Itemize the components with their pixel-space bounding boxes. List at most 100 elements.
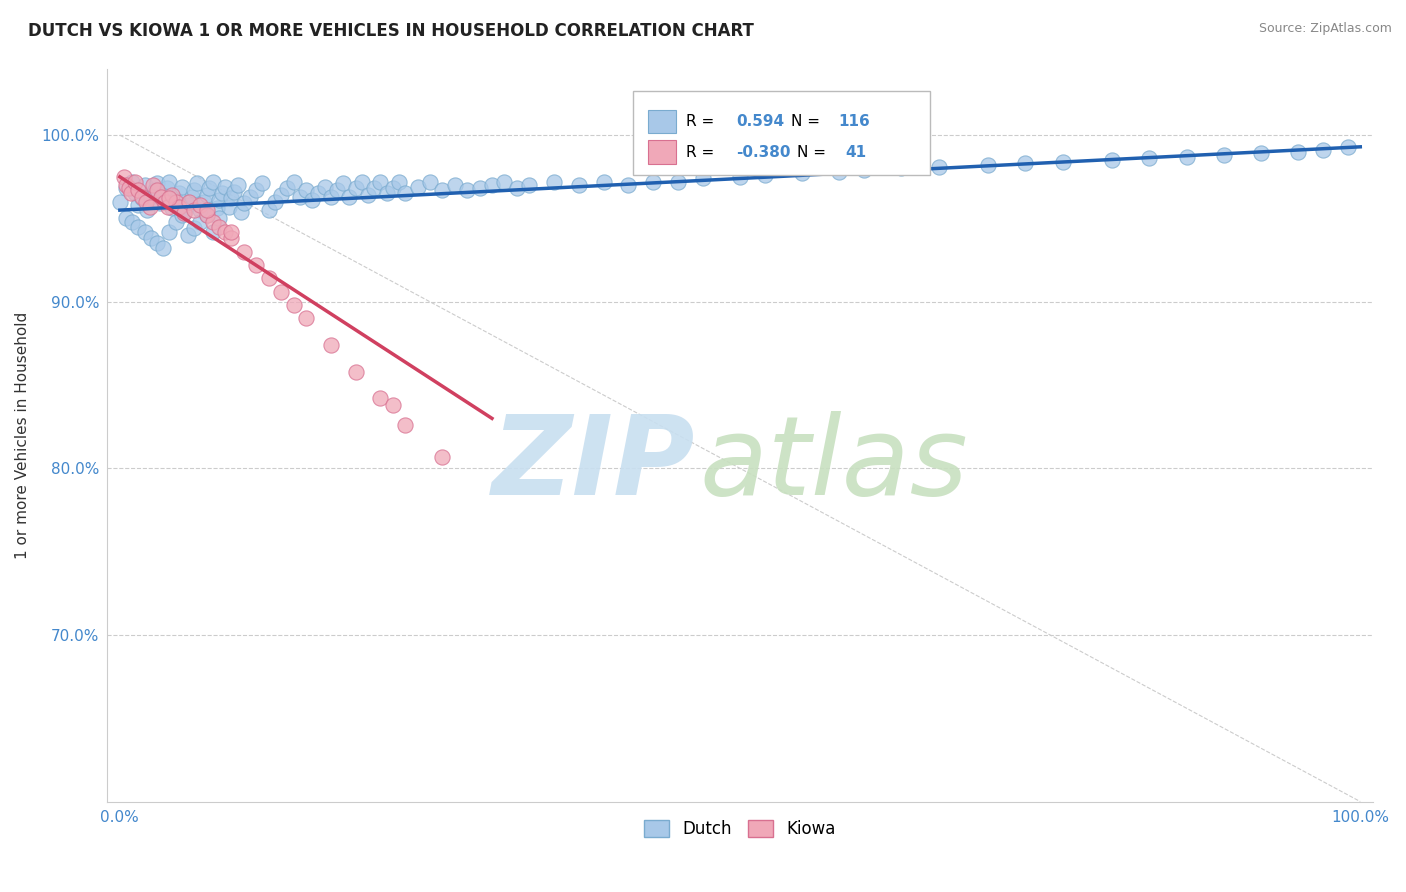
Text: R =: R = bbox=[686, 114, 718, 128]
Point bbox=[1139, 152, 1161, 166]
Point bbox=[432, 183, 454, 197]
Y-axis label: 1 or more Vehicles in Household: 1 or more Vehicles in Household bbox=[15, 311, 30, 558]
Point bbox=[183, 203, 205, 218]
Point bbox=[157, 200, 180, 214]
Point bbox=[1014, 156, 1036, 170]
Point bbox=[195, 208, 218, 222]
Point bbox=[136, 203, 159, 218]
Point bbox=[357, 188, 380, 202]
Point bbox=[135, 194, 157, 209]
Point bbox=[543, 175, 565, 189]
Point bbox=[350, 175, 373, 189]
Point bbox=[138, 200, 160, 214]
Point bbox=[319, 338, 342, 352]
Text: 41: 41 bbox=[845, 145, 866, 160]
Point bbox=[1286, 145, 1309, 159]
Point bbox=[134, 178, 156, 193]
Point bbox=[1101, 153, 1123, 168]
Point bbox=[170, 179, 193, 194]
Point bbox=[257, 203, 280, 218]
Point bbox=[183, 221, 205, 235]
Point bbox=[517, 178, 540, 193]
Point bbox=[617, 178, 640, 193]
Point bbox=[276, 181, 298, 195]
Point bbox=[419, 175, 441, 189]
Point bbox=[666, 175, 689, 189]
Point bbox=[108, 194, 131, 209]
Text: N =: N = bbox=[790, 114, 824, 128]
Point bbox=[165, 215, 187, 229]
Point bbox=[394, 186, 416, 201]
Point bbox=[381, 398, 404, 412]
Point bbox=[1052, 154, 1074, 169]
Point bbox=[592, 175, 614, 189]
Point bbox=[370, 392, 392, 406]
Point bbox=[928, 160, 950, 174]
Point bbox=[977, 158, 1000, 172]
Point bbox=[173, 206, 195, 220]
Point bbox=[319, 190, 342, 204]
Point bbox=[214, 225, 236, 239]
Point bbox=[245, 183, 267, 197]
Point bbox=[218, 200, 240, 214]
Point bbox=[131, 192, 153, 206]
Point bbox=[337, 190, 360, 204]
Point bbox=[406, 179, 429, 194]
Point bbox=[201, 215, 224, 229]
Point bbox=[307, 186, 329, 201]
Text: ZIP: ZIP bbox=[492, 411, 696, 518]
Point bbox=[239, 190, 262, 204]
Point bbox=[494, 175, 516, 189]
Point bbox=[160, 202, 183, 216]
Point bbox=[1250, 146, 1272, 161]
Text: Source: ZipAtlas.com: Source: ZipAtlas.com bbox=[1258, 22, 1392, 36]
Point bbox=[245, 258, 267, 272]
Point bbox=[183, 183, 205, 197]
Point bbox=[127, 198, 149, 212]
Point bbox=[344, 181, 367, 195]
Point bbox=[152, 188, 174, 202]
Legend: Dutch, Kiowa: Dutch, Kiowa bbox=[637, 813, 842, 845]
Point bbox=[121, 215, 143, 229]
Point bbox=[127, 183, 149, 197]
Point bbox=[159, 175, 181, 189]
Text: atlas: atlas bbox=[700, 411, 969, 518]
Point bbox=[177, 198, 200, 212]
Point bbox=[257, 271, 280, 285]
Point bbox=[124, 175, 146, 189]
Point bbox=[127, 219, 149, 234]
Point bbox=[344, 365, 367, 379]
Point bbox=[211, 186, 233, 201]
FancyBboxPatch shape bbox=[633, 90, 929, 175]
Point bbox=[159, 225, 181, 239]
Point bbox=[153, 194, 176, 209]
Point bbox=[190, 215, 212, 229]
Point bbox=[232, 244, 254, 259]
Point bbox=[201, 225, 224, 239]
Point bbox=[124, 186, 146, 201]
Point bbox=[169, 186, 191, 201]
Point bbox=[121, 175, 143, 189]
Point bbox=[169, 200, 191, 214]
Point bbox=[149, 190, 172, 204]
Point bbox=[214, 179, 236, 194]
Point bbox=[692, 171, 714, 186]
Point bbox=[326, 183, 349, 197]
Point bbox=[117, 181, 139, 195]
Point bbox=[283, 298, 305, 312]
Point bbox=[295, 311, 318, 326]
Point bbox=[190, 198, 212, 212]
Point bbox=[180, 190, 202, 204]
Point bbox=[195, 203, 218, 218]
Point bbox=[134, 225, 156, 239]
Point bbox=[1312, 143, 1334, 157]
Point bbox=[375, 186, 398, 201]
Point bbox=[160, 188, 183, 202]
Point bbox=[270, 188, 292, 202]
Text: DUTCH VS KIOWA 1 OR MORE VEHICLES IN HOUSEHOLD CORRELATION CHART: DUTCH VS KIOWA 1 OR MORE VEHICLES IN HOU… bbox=[28, 22, 754, 40]
Point bbox=[221, 225, 243, 239]
Bar bbox=[648, 110, 675, 133]
Point bbox=[264, 194, 287, 209]
Bar bbox=[648, 140, 675, 164]
Point bbox=[170, 208, 193, 222]
